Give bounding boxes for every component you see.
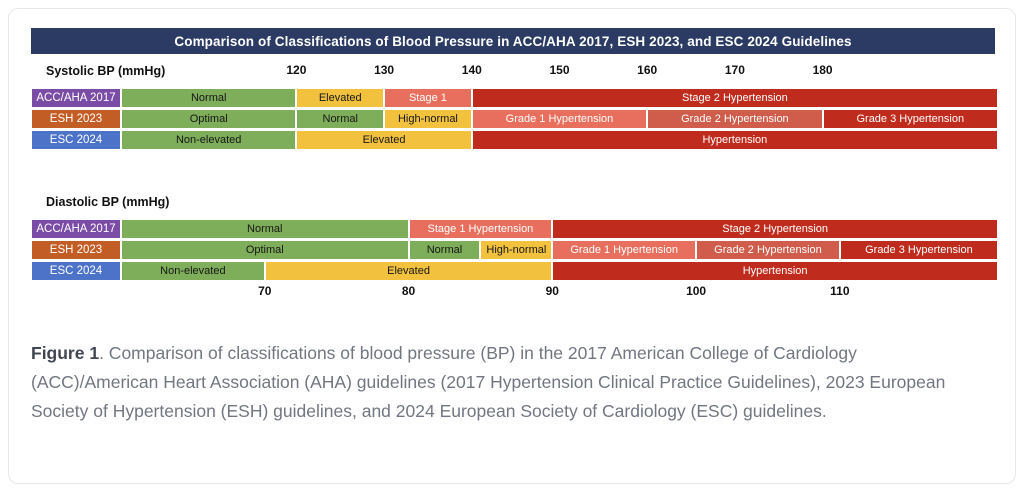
bp-segment: Normal (121, 88, 297, 108)
bp-segment: Elevated (296, 130, 472, 150)
bp-segment: Hypertension (471, 130, 998, 150)
figure-card: Comparison of Classifications of Blood P… (8, 8, 1016, 484)
bp-segment: Non-elevated (121, 130, 297, 150)
bp-row-track: Optimal Normal High-normal Grade 1 Hyperten… (121, 109, 998, 129)
bp-segment: Grade 3 Hypertension (839, 240, 998, 260)
figure-caption-text: . Comparison of classifications of blood… (31, 343, 946, 421)
axis-tick-80: 80 (401, 284, 416, 298)
bp-segment: Optimal (121, 109, 297, 129)
guideline-row: ESH 2023 Optimal Normal High-normal Grade 1 … (31, 109, 998, 129)
diastolic-bp-chart: Diastolic BP (mmHg) 70 80 90 100 110 ACC/AHA… (31, 194, 998, 306)
figure-caption: Figure 1. Comparison of classifications … (31, 339, 965, 426)
guideline-row: ESH 2023 Optimal Normal High-normal Grade 1 … (31, 240, 998, 260)
bp-segment: High-normal (480, 240, 553, 260)
systolic-bp-chart: Systolic BP (mmHg) 120 130 140 150 160 170 180… (31, 63, 998, 159)
guideline-row: ACC/AHA 2017 Normal Elevated Stage 1 Stage 2… (31, 88, 998, 108)
bp-segment: Stage 1 Hypertension (408, 219, 553, 239)
bp-segment: Optimal (121, 240, 409, 260)
axis-tick-150: 150 (549, 63, 570, 77)
bp-row-track: Optimal Normal High-normal Grade 1 Hyperten… (121, 240, 998, 260)
bp-segment: Grade 1 Hypertension (552, 240, 697, 260)
diastolic-axis-label: Diastolic BP (mmHg) (46, 195, 170, 209)
bp-row-track: Non-elevated Elevated Hypertension (121, 261, 998, 281)
axis-tick-70: 70 (258, 284, 272, 298)
axis-tick-130: 130 (374, 63, 395, 77)
axis-tick-160: 160 (637, 63, 658, 77)
axis-tick-90: 90 (545, 284, 559, 298)
guideline-label: ESH 2023 (31, 240, 121, 260)
systolic-axis-label: Systolic BP (mmHg) (46, 64, 166, 78)
bp-segment: Stage 2 Hypertension (471, 88, 998, 108)
guideline-label: ESC 2024 (31, 261, 121, 281)
bp-segment: Non-elevated (121, 261, 265, 281)
bp-segment: Normal (296, 109, 385, 129)
axis-tick-140: 140 (461, 63, 482, 77)
bp-row-track: Normal Stage 1 Hypertension Stage 2 Hypert… (121, 219, 998, 239)
axis-tick-170: 170 (724, 63, 745, 77)
bp-row-track: Normal Elevated Stage 1 Stage 2 Hypertensio… (121, 88, 998, 108)
guideline-label: ACC/AHA 2017 (31, 88, 121, 108)
bp-segment: Stage 1 (384, 88, 472, 108)
bp-segment: Grade 3 Hypertension (822, 109, 998, 129)
bp-segment: High-normal (384, 109, 472, 129)
axis-tick-180: 180 (812, 63, 833, 77)
diastolic-axis-ticks: 70 80 90 100 110 (121, 284, 998, 300)
bp-segment: Stage 2 Hypertension (552, 219, 998, 239)
systolic-rows: ACC/AHA 2017 Normal Elevated Stage 1 Stage 2… (31, 88, 998, 151)
axis-tick-110: 110 (830, 284, 850, 298)
figure-title: Comparison of Classifications of Blood P… (174, 33, 852, 49)
bp-segment: Elevated (296, 88, 385, 108)
bp-segment: Grade 2 Hypertension (696, 240, 840, 260)
guideline-label: ESC 2024 (31, 130, 121, 150)
guideline-row: ACC/AHA 2017 Normal Stage 1 Hypertension St… (31, 219, 998, 239)
guideline-row: ESC 2024 Non-elevated Elevated Hypertension (31, 130, 998, 150)
figure-title-bar: Comparison of Classifications of Blood P… (31, 28, 995, 54)
bp-segment: Normal (121, 219, 409, 239)
bp-segment: Grade 1 Hypertension (471, 109, 648, 129)
bp-segment: Normal (408, 240, 481, 260)
guideline-label: ESH 2023 (31, 109, 121, 129)
axis-tick-100: 100 (686, 284, 707, 298)
guideline-row: ESC 2024 Non-elevated Elevated Hypertension (31, 261, 998, 281)
systolic-axis-ticks: 120 130 140 150 160 170 180 (121, 63, 998, 79)
figure-caption-label: Figure 1 (31, 343, 100, 363)
axis-tick-120: 120 (286, 63, 307, 77)
bp-segment: Hypertension (552, 261, 998, 281)
bp-segment: Elevated (264, 261, 553, 281)
bp-segment: Grade 2 Hypertension (647, 109, 823, 129)
bp-row-track: Non-elevated Elevated Hypertension (121, 130, 998, 150)
guideline-label: ACC/AHA 2017 (31, 219, 121, 239)
diastolic-rows: ACC/AHA 2017 Normal Stage 1 Hypertension St… (31, 219, 998, 282)
